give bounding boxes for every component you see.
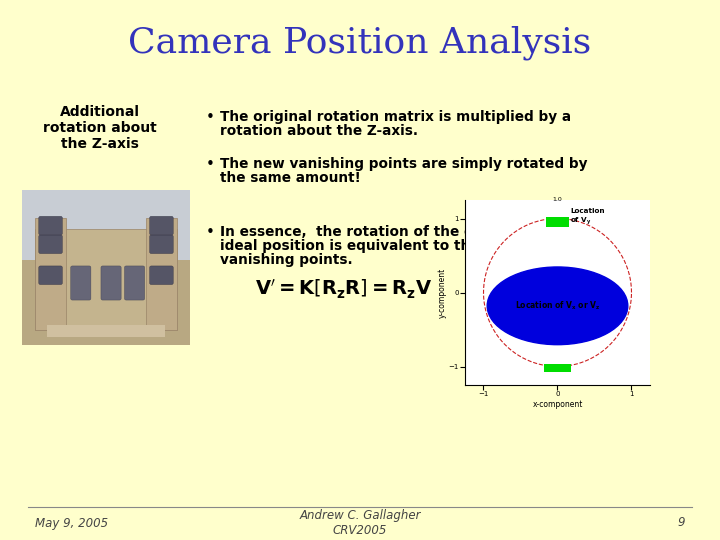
Text: May 9, 2005: May 9, 2005 [35,516,108,530]
Text: In essence,  the rotation of the camera from the: In essence, the rotation of the camera f… [220,225,592,239]
Text: rotation about: rotation about [43,121,157,135]
Bar [544,363,571,373]
Bar [22,260,190,345]
Bar [146,218,176,329]
FancyBboxPatch shape [150,235,174,254]
FancyBboxPatch shape [150,217,174,235]
FancyBboxPatch shape [125,266,145,300]
Text: •: • [206,110,215,125]
Text: Location of $\mathregular{V_x}$ or $\mathregular{V_z}$: Location of $\mathregular{V_x}$ or $\mat… [515,300,600,312]
Text: •: • [206,225,215,240]
FancyBboxPatch shape [39,266,63,285]
X-axis label: x-component: x-component [532,400,582,409]
Bar [35,218,66,329]
Text: Andrew C. Gallagher
CRV2005: Andrew C. Gallagher CRV2005 [300,509,420,537]
Text: vanishing points.: vanishing points. [220,253,353,267]
Text: the Z-axis: the Z-axis [61,137,139,151]
FancyBboxPatch shape [39,217,63,235]
Text: The original rotation matrix is multiplied by a: The original rotation matrix is multipli… [220,110,571,124]
Text: ideal position is equivalent to the rotation of the: ideal position is equivalent to the rota… [220,239,597,253]
Bar [48,325,165,338]
Text: Additional: Additional [60,105,140,119]
Bar [35,229,176,329]
FancyBboxPatch shape [39,235,63,254]
Text: The new vanishing points are simply rotated by: The new vanishing points are simply rota… [220,157,588,171]
Text: 1.0: 1.0 [553,197,562,202]
FancyBboxPatch shape [101,266,121,300]
Ellipse shape [487,267,628,345]
FancyBboxPatch shape [71,266,91,300]
Text: Location
of $\mathregular{V_y}$: Location of $\mathregular{V_y}$ [570,208,605,227]
Text: •: • [206,157,215,172]
Text: the same amount!: the same amount! [220,171,361,185]
Text: Camera Position Analysis: Camera Position Analysis [128,26,592,60]
Text: rotation about the Z-axis.: rotation about the Z-axis. [220,124,418,138]
Bar [546,217,569,227]
Y-axis label: y-component: y-component [438,267,447,318]
Text: 9: 9 [678,516,685,530]
Bar [22,190,190,260]
Text: $\mathbf{V' = K\left[R_zR\right] = R_zV}$: $\mathbf{V' = K\left[R_zR\right] = R_zV}… [255,278,432,301]
FancyBboxPatch shape [150,266,174,285]
